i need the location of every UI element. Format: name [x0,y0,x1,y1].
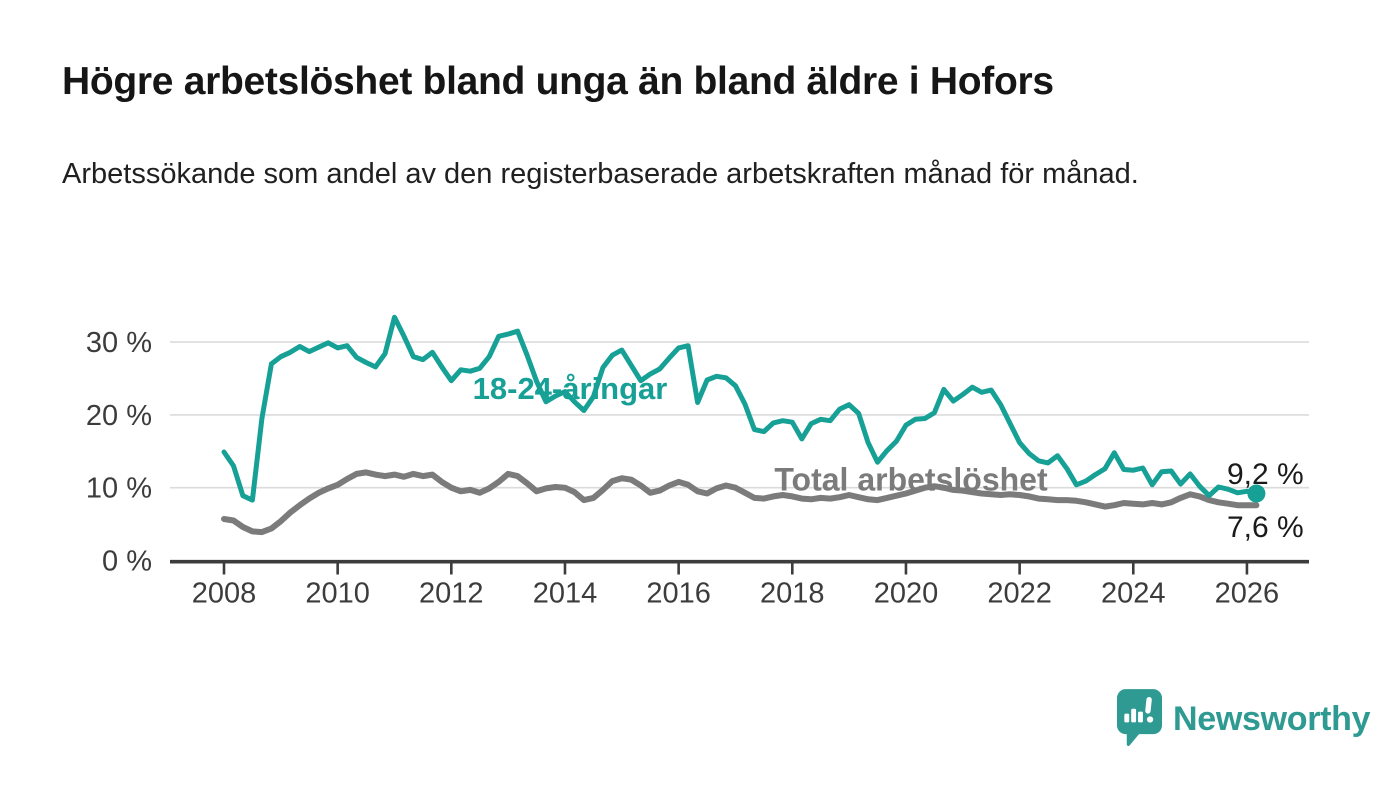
end-value-label-youth: 9,2 % [1227,458,1304,491]
page-title: Högre arbetslöshet bland unga än bland ä… [62,60,1054,103]
x-tick-label: 2010 [305,578,370,610]
x-tick-label: 2026 [1215,578,1280,610]
x-tick-label: 2020 [874,578,939,610]
series-line-1 [221,469,1260,536]
x-tick-label: 2014 [533,578,598,610]
x-tick-label: 2008 [192,578,257,610]
series-lines [221,314,1266,536]
y-tick-label: 20 % [86,400,152,432]
end-value-label-total: 7,6 % [1227,511,1304,544]
series-line-0 [221,314,1259,503]
newsworthy-logo: Newsworthy [1116,688,1371,750]
y-axis-labels: 0 % 10 % 20 % 30 % [86,327,152,577]
x-tick-label: 2012 [419,578,484,610]
x-tick-label: 2016 [646,578,711,610]
gridlines [170,341,1309,489]
y-tick-label: 10 % [86,473,152,505]
chart-subtitle: Arbetssökande som andel av den registerb… [62,158,1139,190]
x-axis: 2008 2010 2012 2014 2016 2018 2020 2022 2024 2026 [170,559,1309,610]
x-tick-label: 2022 [987,578,1052,610]
x-tick-label: 2024 [1101,578,1166,610]
y-tick-label: 0 % [102,546,152,578]
series-label-total: Total arbetslöshet [774,461,1048,498]
y-tick-label: 30 % [86,327,152,359]
series-label-youth: 18-24-åringar [472,371,668,406]
x-tick-label: 2018 [760,578,825,610]
newsworthy-logo-text: Newsworthy [1173,699,1371,738]
series-end-dot [1247,484,1266,503]
newsworthy-logo-icon [1116,689,1163,746]
